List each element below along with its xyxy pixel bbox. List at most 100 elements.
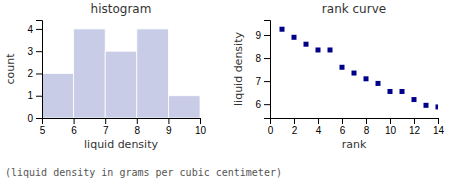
tick-label: 7 [255, 76, 261, 87]
tick: 4 [27, 24, 42, 35]
y-axis: 6 7 8 9 [255, 21, 270, 119]
tick-label: 10 [385, 125, 397, 136]
x-axis: 5678910 [40, 118, 207, 136]
tick: 7 [103, 118, 109, 136]
bar [42, 73, 74, 118]
tick-mark [264, 58, 270, 59]
point [364, 76, 369, 81]
tick: 2 [27, 68, 42, 79]
point [412, 97, 417, 102]
tick-mark [36, 118, 42, 119]
tick: 0 [268, 118, 274, 136]
x-axis: 0 2 4 6 8 10 12 14 [268, 118, 445, 136]
tick-mark [318, 118, 319, 124]
bar [168, 96, 200, 118]
caption: (liquid density in grams per cubic centi… [5, 167, 282, 178]
tick: 8 [135, 118, 141, 136]
tick-label: 7 [103, 125, 109, 136]
axis-domain [43, 119, 201, 125]
bar [74, 29, 106, 118]
tick-label: 8 [364, 125, 370, 136]
y-axis-title: count [4, 53, 17, 85]
chart: 567891001234histogramliquid densitycount… [0, 0, 451, 184]
marks [42, 29, 200, 118]
title: rank curve [322, 2, 386, 16]
point [400, 89, 405, 94]
axis-domain [264, 21, 271, 119]
x-axis-title: liquid density [84, 138, 158, 151]
point [316, 47, 321, 52]
point [280, 27, 285, 32]
tick: 10 [385, 118, 397, 136]
point [292, 35, 297, 40]
point [352, 71, 357, 76]
tick-label: 2 [292, 125, 298, 136]
tick-mark [36, 29, 42, 30]
tick: 12 [409, 118, 421, 136]
tick-label: 4 [316, 125, 322, 136]
tick: 5 [40, 118, 46, 136]
tick-label: 2 [27, 68, 33, 79]
tick-label: 12 [409, 125, 421, 136]
tick-mark [36, 51, 42, 52]
tick: 0 [27, 113, 42, 124]
tick-label: 8 [255, 53, 261, 64]
tick-mark [36, 73, 42, 74]
axis-domain [271, 119, 439, 125]
tick-mark [74, 118, 75, 124]
tick-mark [105, 118, 106, 124]
tick-label: 9 [255, 30, 261, 41]
tick-label: 6 [340, 125, 346, 136]
point [376, 81, 381, 86]
point [328, 47, 333, 52]
tick: 9 [255, 30, 270, 41]
bar [105, 51, 137, 118]
tick-mark [200, 118, 201, 124]
tick-mark [168, 118, 169, 124]
tick: 6 [340, 118, 346, 136]
tick-mark [264, 81, 270, 82]
tick-label: 4 [27, 24, 33, 35]
y-axis-title: liquid density [232, 32, 245, 106]
marks [280, 27, 439, 110]
tick-label: 6 [71, 125, 77, 136]
tick: 14 [433, 118, 445, 136]
tick: 3 [27, 46, 42, 57]
title: histogram [91, 2, 152, 16]
axis-domain [36, 21, 43, 119]
tick-label: 8 [135, 125, 141, 136]
panel: 024681012146789rank curverankliquid dens… [232, 2, 444, 151]
tick: 6 [71, 118, 77, 136]
tick: 4 [316, 118, 322, 136]
tick-mark [366, 118, 367, 124]
tick-mark [264, 104, 270, 105]
tick-label: 9 [166, 125, 172, 136]
point [340, 65, 345, 70]
tick-mark [342, 118, 343, 124]
tick-label: 3 [27, 46, 33, 57]
tick-label: 0 [27, 113, 33, 124]
point [436, 104, 439, 109]
point [388, 89, 393, 94]
tick-label: 14 [433, 125, 445, 136]
tick: 9 [166, 118, 172, 136]
tick-label: 0 [268, 125, 274, 136]
bar [137, 29, 169, 118]
tick: 6 [255, 99, 270, 110]
y-axis: 0 1 2 3 4 [27, 21, 42, 124]
point [304, 42, 309, 47]
tick-mark [294, 118, 295, 124]
tick: 7 [255, 76, 270, 87]
tick-label: 5 [40, 125, 46, 136]
tick: 1 [27, 90, 42, 101]
tick-label: 1 [27, 90, 33, 101]
tick: 2 [292, 118, 298, 136]
tick: 8 [364, 118, 370, 136]
tick-label: 6 [255, 99, 261, 110]
tick-mark [414, 118, 415, 124]
tick-mark [137, 118, 138, 124]
tick-mark [390, 118, 391, 124]
panel: 5 6 7 8 9 1 00 1 2 3 4 histogram liquid density count [4, 2, 206, 151]
tick-mark [36, 96, 42, 97]
tick-mark [264, 35, 270, 36]
